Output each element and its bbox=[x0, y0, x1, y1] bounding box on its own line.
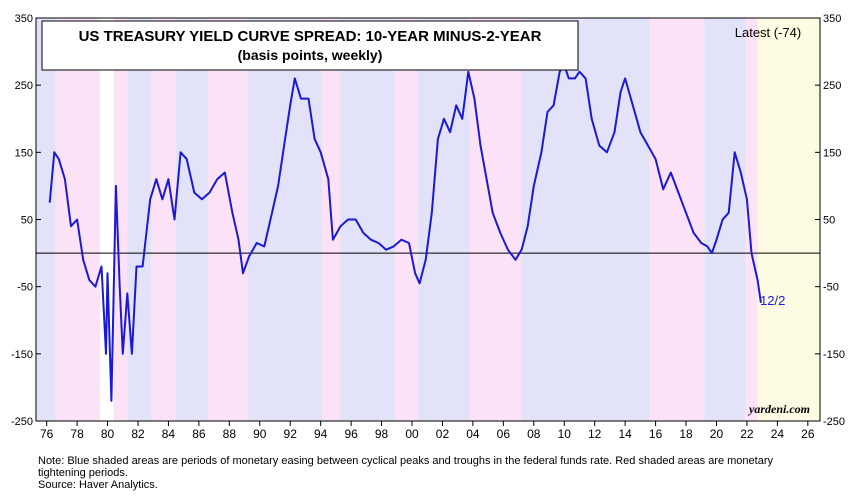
x-tick-label: 12 bbox=[588, 427, 602, 441]
shaded-period bbox=[704, 18, 746, 421]
shaded-period bbox=[36, 18, 56, 421]
shaded-period bbox=[757, 18, 820, 421]
shaded-period bbox=[395, 18, 419, 421]
y-tick-label: 250 bbox=[15, 80, 33, 92]
x-tick-label: 20 bbox=[710, 427, 724, 441]
x-tick-label: 92 bbox=[284, 427, 298, 441]
x-tick-label: 96 bbox=[344, 427, 358, 441]
spread-line bbox=[48, 64, 762, 402]
x-tick-label: 94 bbox=[314, 427, 328, 441]
shaded-period bbox=[745, 18, 758, 421]
title-box bbox=[41, 20, 579, 71]
date-annotation: 12/2 bbox=[760, 293, 785, 308]
x-tick-label: 22 bbox=[740, 427, 754, 441]
y-tick-label: 50 bbox=[21, 215, 33, 227]
note: Note: Blue shaded areas are periods of m… bbox=[38, 455, 773, 479]
y-tick-label: -250 bbox=[823, 416, 845, 428]
shaded-period bbox=[521, 18, 650, 421]
shaded-period bbox=[176, 18, 209, 421]
notes: Note: Blue shaded areas are periods of m… bbox=[38, 455, 798, 491]
watermark: yardeni.com bbox=[747, 402, 810, 416]
x-tick-label: 84 bbox=[162, 427, 176, 441]
shaded-period bbox=[208, 18, 248, 421]
x-tick-label: 16 bbox=[649, 427, 663, 441]
x-tick-label: 00 bbox=[405, 427, 419, 441]
y-tick-label: 250 bbox=[823, 80, 841, 92]
chart-title: US TREASURY YIELD CURVE SPREAD: 10-YEAR … bbox=[79, 28, 542, 45]
y-tick-label: -250 bbox=[11, 416, 33, 428]
y-tick-label: 350 bbox=[15, 13, 33, 25]
x-tick-label: 76 bbox=[40, 427, 54, 441]
x-tick-label: 24 bbox=[771, 427, 785, 441]
x-tick-label: 04 bbox=[466, 427, 480, 441]
y-tick-label: 50 bbox=[823, 215, 835, 227]
y-tick-label: 350 bbox=[823, 13, 841, 25]
y-tick-label: -50 bbox=[17, 282, 33, 294]
latest-annotation: Latest (-74) bbox=[735, 25, 801, 40]
x-tick-label: 88 bbox=[223, 427, 237, 441]
x-tick-label: 98 bbox=[375, 427, 389, 441]
shaded-period bbox=[247, 18, 323, 421]
chart-subtitle: (basis points, weekly) bbox=[238, 47, 383, 63]
x-tick-label: 06 bbox=[497, 427, 511, 441]
x-tick-label: 18 bbox=[679, 427, 693, 441]
y-tick-label: -150 bbox=[823, 349, 845, 361]
shaded-period bbox=[151, 18, 177, 421]
source: Source: Haver Analytics. bbox=[38, 479, 158, 491]
y-tick-label: 150 bbox=[823, 147, 841, 159]
shaded-period bbox=[649, 18, 705, 421]
shaded-period bbox=[113, 18, 128, 421]
x-tick-label: 14 bbox=[618, 427, 632, 441]
x-tick-label: 90 bbox=[253, 427, 267, 441]
shaded-period bbox=[418, 18, 470, 421]
x-tick-label: 80 bbox=[101, 427, 115, 441]
x-tick-label: 10 bbox=[558, 427, 572, 441]
y-tick-label: -150 bbox=[11, 349, 33, 361]
x-tick-label: 82 bbox=[131, 427, 145, 441]
x-tick-label: 02 bbox=[436, 427, 450, 441]
y-tick-label: 150 bbox=[15, 147, 33, 159]
x-tick-label: 08 bbox=[527, 427, 541, 441]
y-tick-label: -50 bbox=[823, 282, 839, 294]
chart: -250 -250 -150 -150 -50 -50 50 50 150 150 250 250 35… bbox=[11, 13, 845, 441]
x-tick-label: 86 bbox=[192, 427, 206, 441]
x-tick-label: 78 bbox=[70, 427, 84, 441]
x-tick-label: 26 bbox=[801, 427, 815, 441]
